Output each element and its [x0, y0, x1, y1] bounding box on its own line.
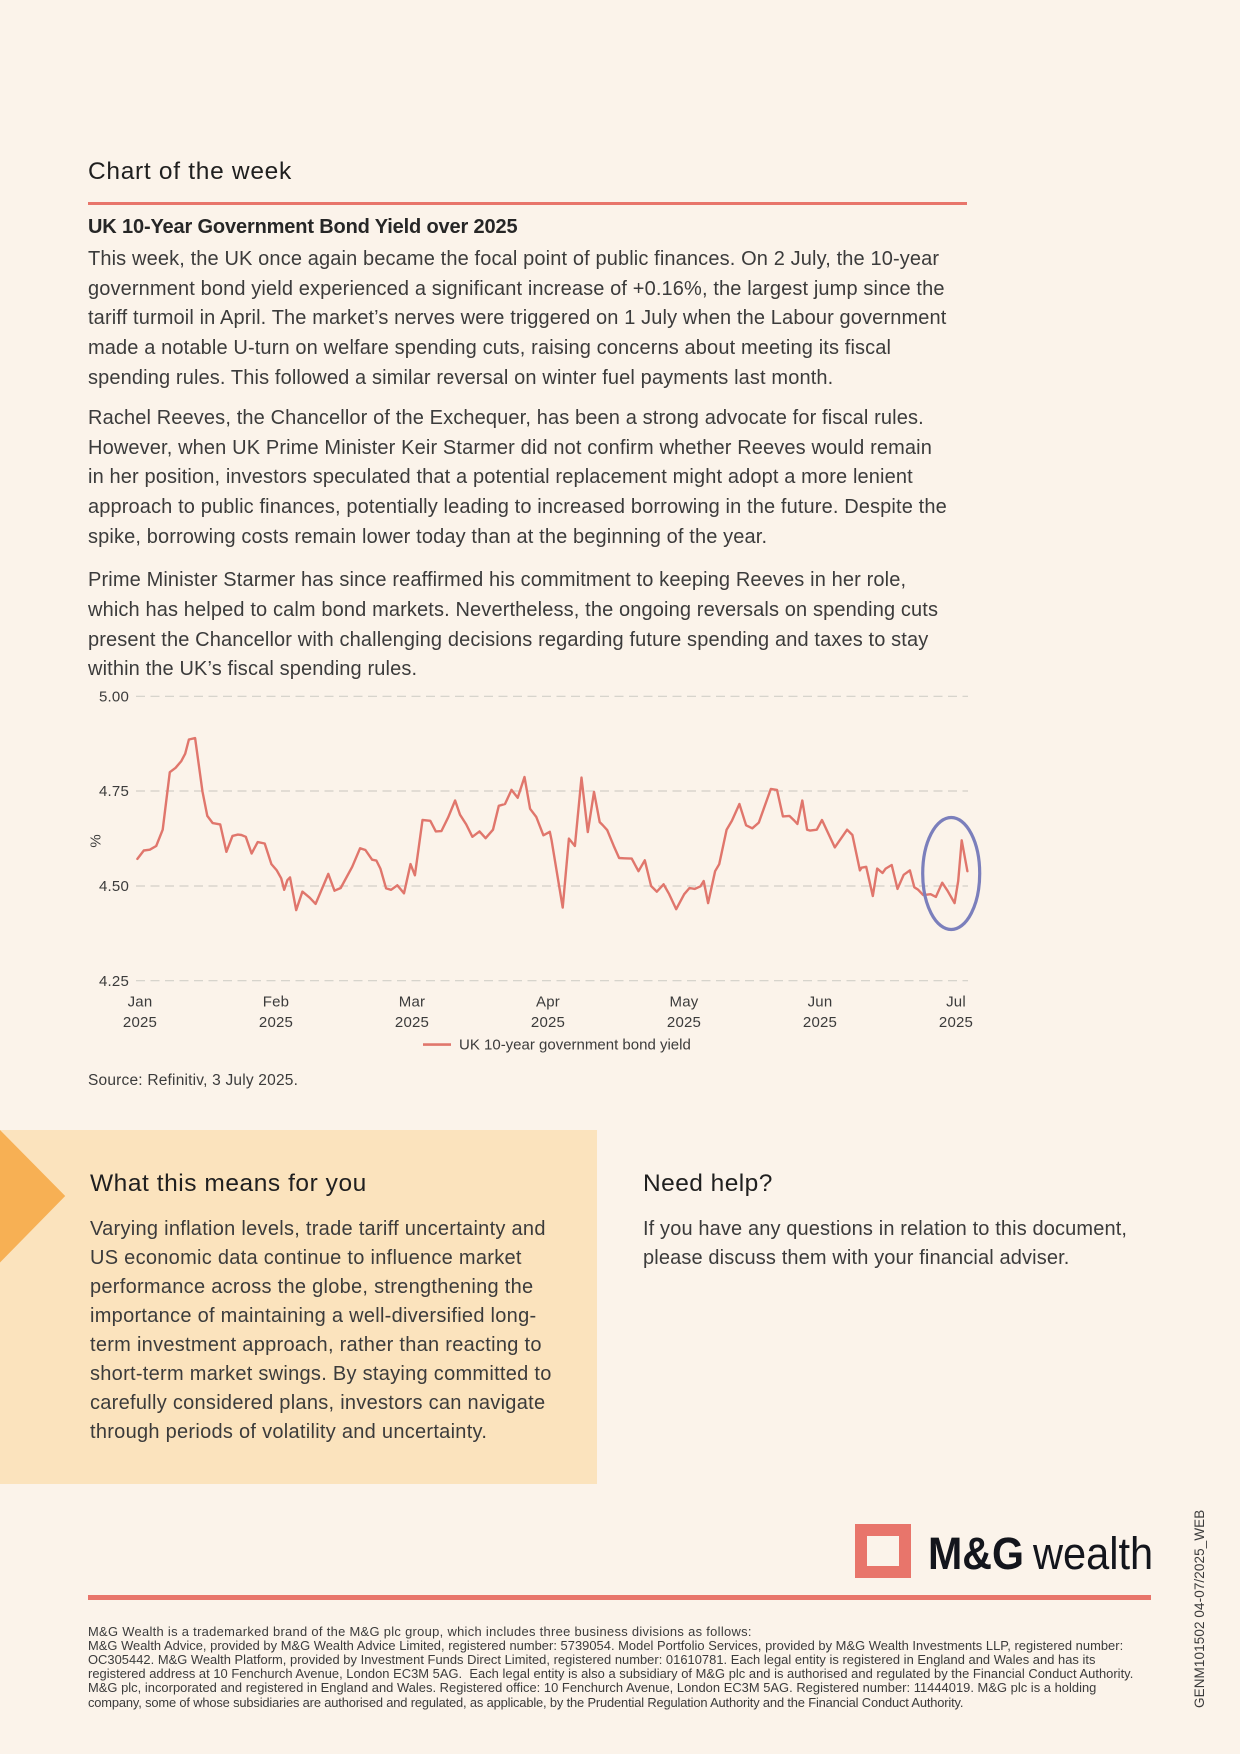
svg-text:2025: 2025 [259, 1014, 293, 1031]
svg-text:5.00: 5.00 [99, 689, 129, 706]
svg-text:2025: 2025 [667, 1014, 701, 1031]
svg-text:2025: 2025 [395, 1014, 429, 1031]
svg-text:4.25: 4.25 [99, 973, 129, 990]
svg-text:Jun: Jun [808, 994, 833, 1011]
svg-text:Feb: Feb [263, 994, 289, 1011]
svg-text:Mar: Mar [399, 994, 425, 1011]
svg-text:UK 10-year government bond yie: UK 10-year government bond yield [459, 1037, 691, 1054]
svg-text:4.75: 4.75 [99, 783, 129, 800]
svg-text:2025: 2025 [939, 1014, 973, 1031]
svg-text:2025: 2025 [803, 1014, 837, 1031]
svg-text:Apr: Apr [536, 994, 560, 1011]
svg-text:%: % [88, 834, 105, 847]
svg-text:May: May [670, 994, 699, 1011]
svg-text:4.50: 4.50 [99, 878, 129, 895]
svg-text:2025: 2025 [123, 1014, 157, 1031]
svg-text:2025: 2025 [531, 1014, 565, 1031]
svg-text:Jul: Jul [946, 994, 966, 1011]
svg-text:Source: Refinitiv, 3 July 2025: Source: Refinitiv, 3 July 2025. [88, 1072, 298, 1089]
svg-text:Jan: Jan [128, 994, 153, 1011]
